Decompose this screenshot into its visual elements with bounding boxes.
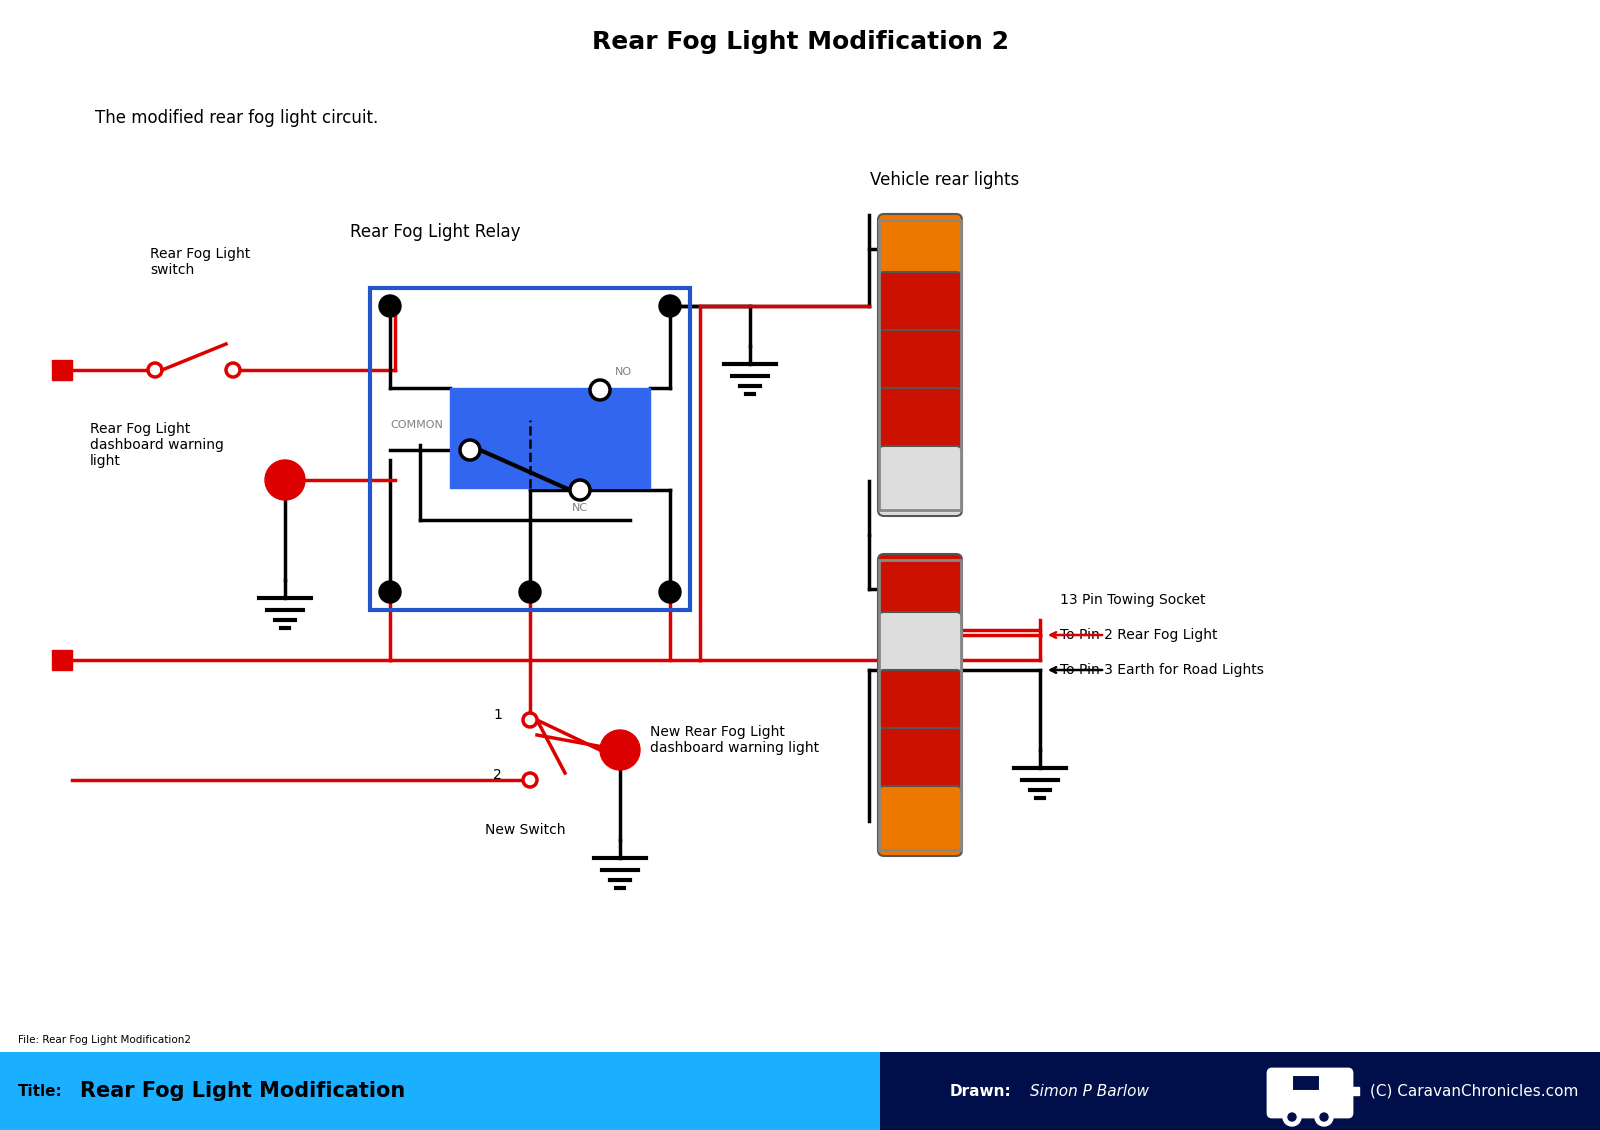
Text: Rear Fog Light Modification: Rear Fog Light Modification: [80, 1081, 405, 1101]
Bar: [370, 288, 690, 610]
FancyBboxPatch shape: [878, 728, 962, 798]
Text: File: Rear Fog Light Modification2: File: Rear Fog Light Modification2: [18, 1035, 190, 1045]
Text: NC: NC: [573, 503, 589, 513]
Bar: [1346, 1087, 1358, 1095]
Circle shape: [147, 363, 162, 377]
FancyBboxPatch shape: [878, 554, 962, 624]
Text: Simon P Barlow: Simon P Barlow: [1030, 1084, 1149, 1098]
Circle shape: [1283, 1109, 1301, 1125]
Bar: [880, 1052, 1600, 1130]
Text: To Pin 3 Earth for Road Lights: To Pin 3 Earth for Road Lights: [1059, 663, 1264, 677]
Bar: [51, 650, 72, 670]
Text: The modified rear fog light circuit.: The modified rear fog light circuit.: [94, 108, 378, 127]
Text: Drawn:: Drawn:: [950, 1084, 1011, 1098]
Text: (C) CaravanChronicles.com: (C) CaravanChronicles.com: [1370, 1084, 1578, 1098]
FancyBboxPatch shape: [878, 388, 962, 458]
Circle shape: [570, 480, 590, 499]
Bar: [878, 560, 962, 850]
Bar: [51, 360, 72, 380]
Text: New Rear Fog Light
dashboard warning light: New Rear Fog Light dashboard warning lig…: [650, 725, 819, 755]
Text: Vehicle rear lights: Vehicle rear lights: [870, 171, 1019, 189]
Text: Rear Fog Light Relay: Rear Fog Light Relay: [350, 223, 520, 241]
Circle shape: [659, 295, 682, 318]
Bar: [450, 388, 650, 488]
Text: Rear Fog Light Modification 2: Rear Fog Light Modification 2: [592, 31, 1008, 54]
Text: To Pin 2 Rear Fog Light: To Pin 2 Rear Fog Light: [1059, 628, 1218, 642]
FancyBboxPatch shape: [1267, 1069, 1352, 1116]
Circle shape: [659, 581, 682, 603]
Circle shape: [1320, 1113, 1328, 1121]
Text: New Switch: New Switch: [485, 823, 565, 837]
FancyBboxPatch shape: [878, 272, 962, 342]
Text: Rear Fog Light
dashboard warning
light: Rear Fog Light dashboard warning light: [90, 421, 224, 468]
FancyBboxPatch shape: [878, 214, 962, 284]
Text: 13 Pin Towing Socket: 13 Pin Towing Socket: [1059, 593, 1205, 607]
Circle shape: [523, 773, 538, 786]
FancyBboxPatch shape: [878, 786, 962, 857]
Circle shape: [1315, 1109, 1333, 1125]
Circle shape: [461, 440, 480, 460]
FancyBboxPatch shape: [878, 670, 962, 740]
Text: 1: 1: [493, 709, 502, 722]
Bar: [878, 220, 962, 510]
Circle shape: [379, 581, 402, 603]
Bar: [1293, 1075, 1320, 1090]
FancyBboxPatch shape: [878, 446, 962, 516]
FancyBboxPatch shape: [878, 612, 962, 683]
Circle shape: [226, 363, 240, 377]
Text: Title:: Title:: [18, 1084, 62, 1098]
Text: COMMON: COMMON: [390, 420, 443, 431]
Text: NO: NO: [614, 367, 632, 377]
Circle shape: [379, 295, 402, 318]
FancyBboxPatch shape: [878, 330, 962, 400]
Text: 2: 2: [493, 768, 502, 782]
Circle shape: [1288, 1113, 1296, 1121]
Circle shape: [600, 730, 640, 770]
Text: Rear Fog Light
switch: Rear Fog Light switch: [150, 246, 250, 277]
Circle shape: [590, 380, 610, 400]
Bar: [0, 1052, 880, 1130]
Circle shape: [266, 460, 306, 499]
Circle shape: [518, 581, 541, 603]
Circle shape: [523, 713, 538, 727]
